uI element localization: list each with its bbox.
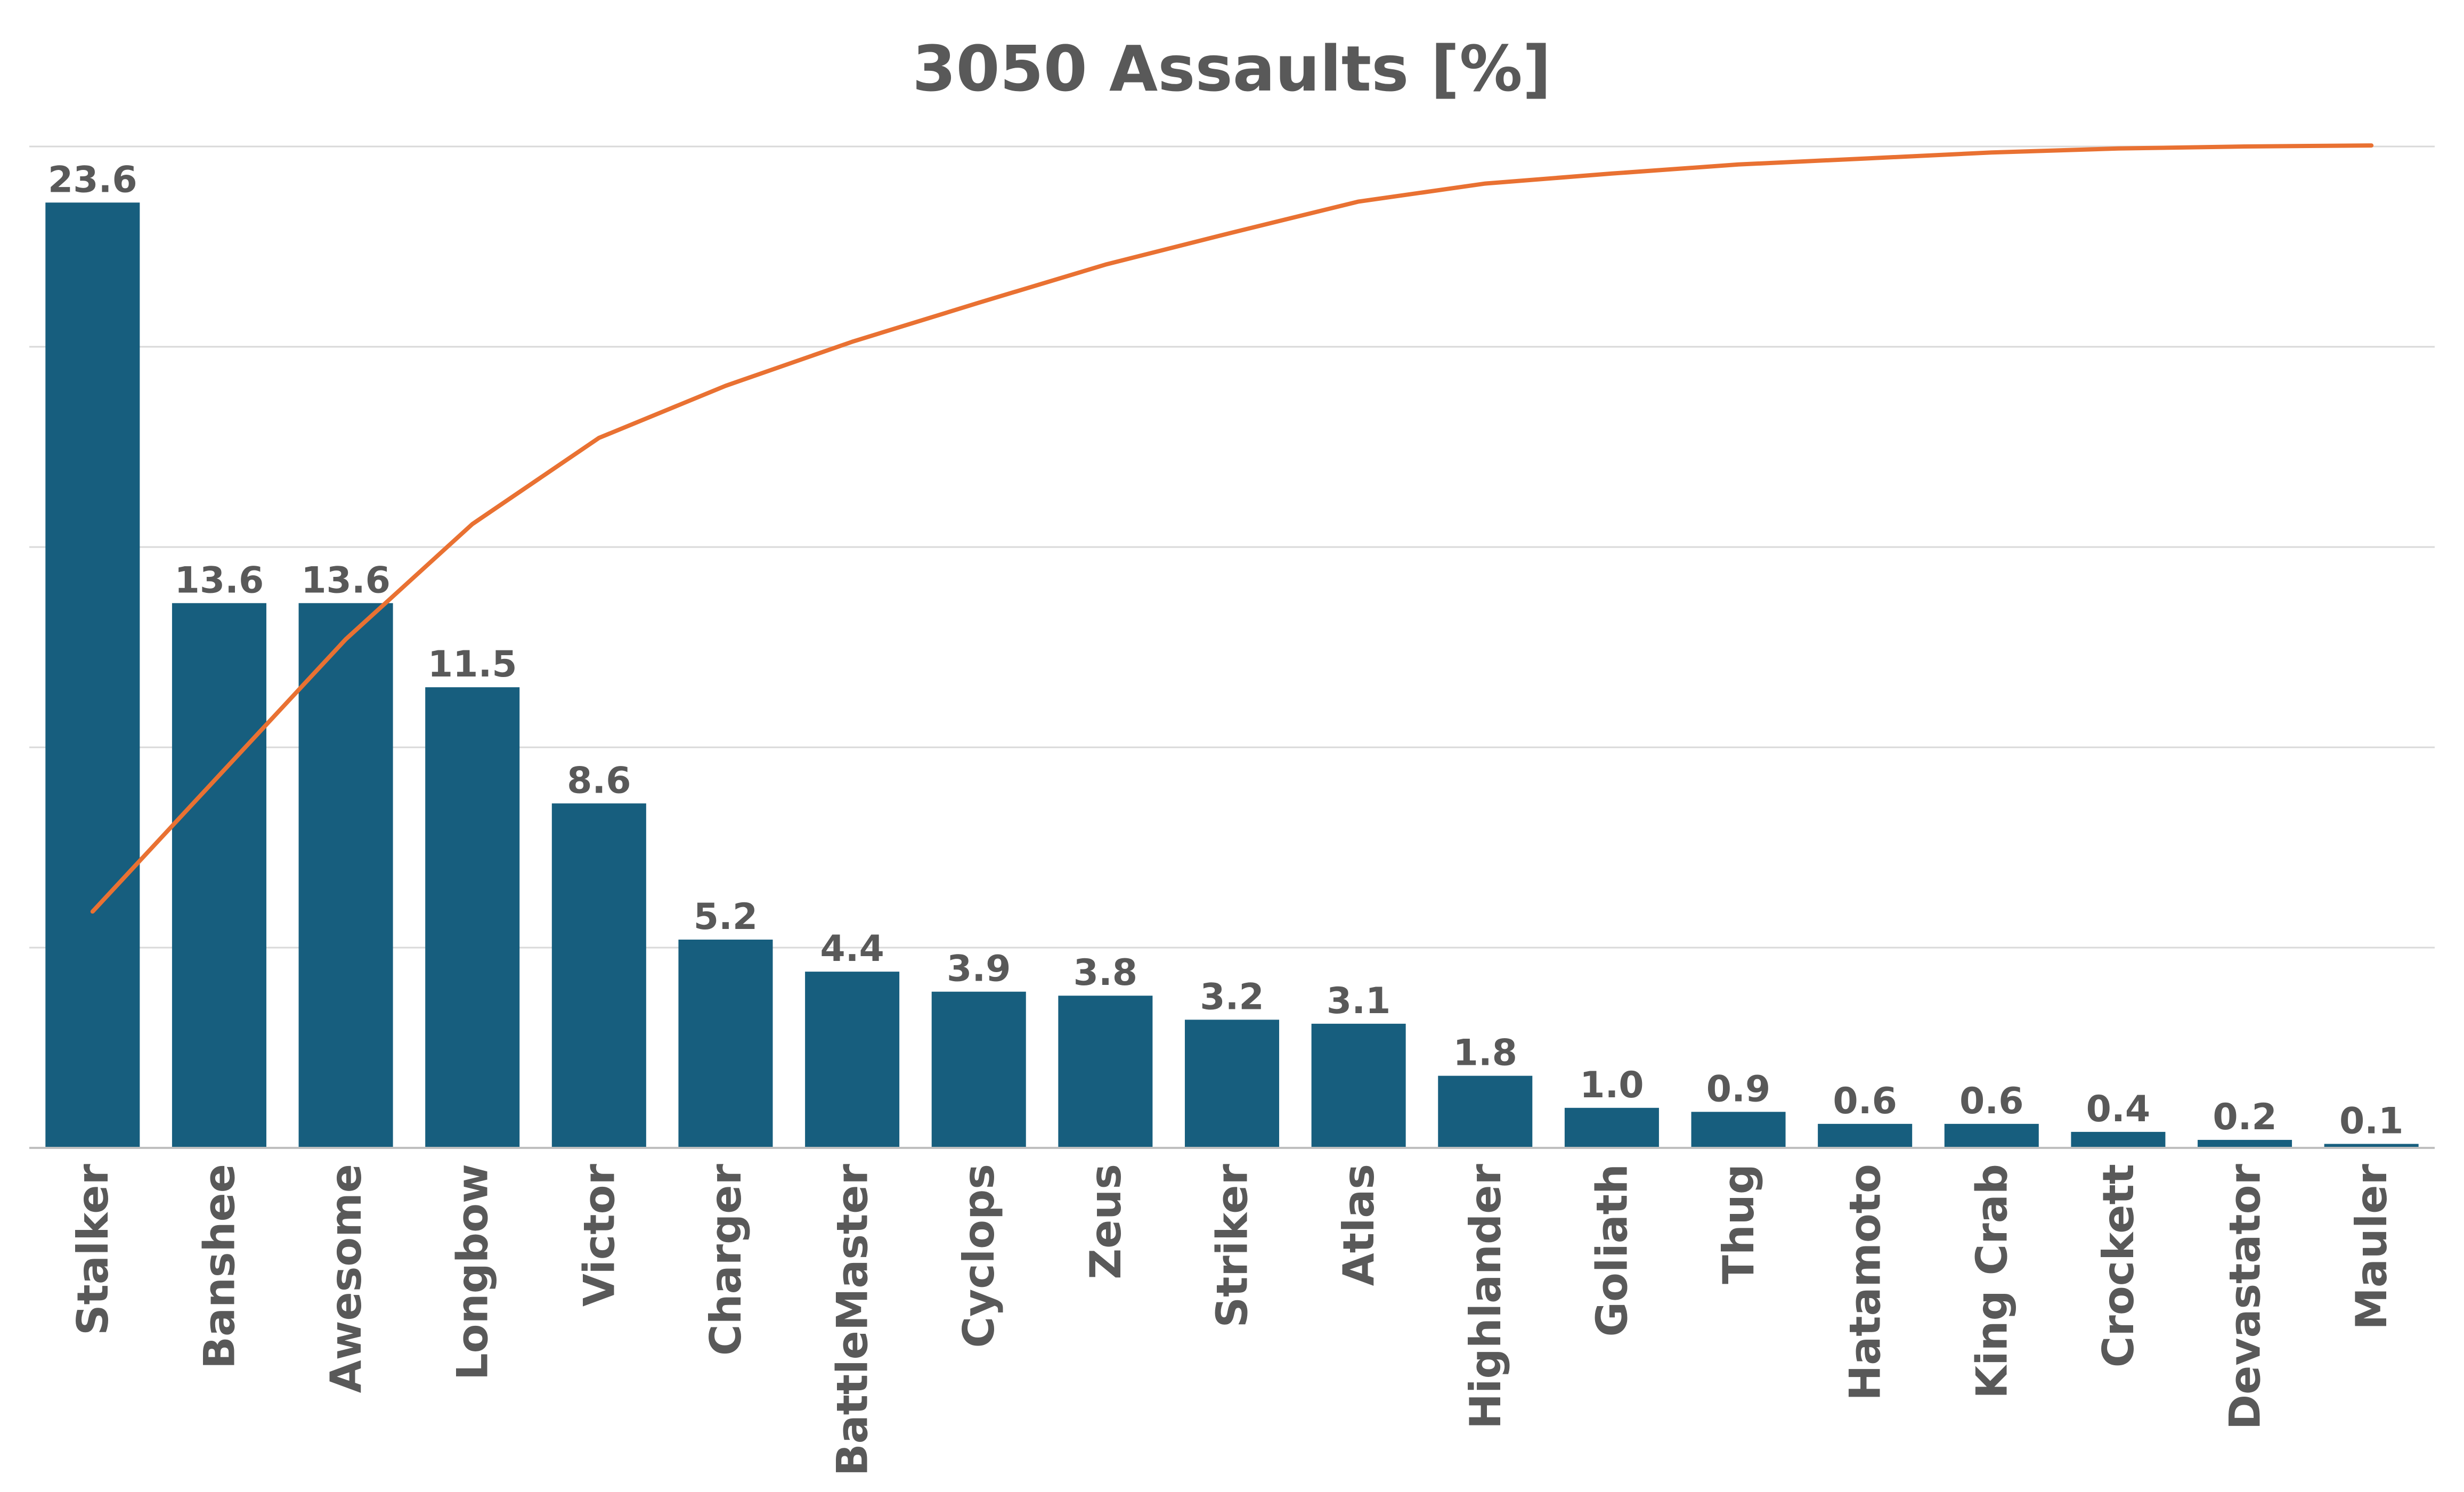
data-label: 3.2 bbox=[1200, 976, 1264, 1018]
bar-zeus bbox=[1058, 996, 1153, 1148]
category-label: Victor bbox=[574, 1163, 624, 1307]
cumulative-line bbox=[90, 143, 2374, 914]
bar-atlas bbox=[1311, 1023, 1406, 1148]
data-label: 4.4 bbox=[820, 928, 884, 970]
data-label: 3.9 bbox=[947, 948, 1011, 990]
category-label: BattleMaster bbox=[828, 1163, 877, 1476]
bar-longbow bbox=[425, 687, 520, 1148]
category-label: Mauler bbox=[2347, 1163, 2396, 1330]
category-label: Cyclops bbox=[954, 1164, 1004, 1348]
category-label: Crockett bbox=[2094, 1164, 2143, 1367]
data-label: 0.6 bbox=[1959, 1080, 2023, 1122]
bar-devastator bbox=[2198, 1139, 2292, 1148]
category-label: Awesome bbox=[321, 1164, 371, 1393]
category-label: Striker bbox=[1208, 1163, 1257, 1327]
category-label: Banshee bbox=[194, 1164, 244, 1369]
bar-awesome bbox=[298, 603, 393, 1148]
bar-king-crab bbox=[1944, 1123, 2039, 1148]
category-label: Atlas bbox=[1334, 1164, 1384, 1286]
data-label: 13.6 bbox=[301, 559, 391, 601]
bar-crockett bbox=[2071, 1131, 2166, 1148]
bar-series bbox=[45, 202, 2419, 1148]
data-label: 13.6 bbox=[175, 559, 264, 601]
bar-stalker bbox=[45, 202, 140, 1148]
data-label: 5.2 bbox=[694, 896, 758, 938]
bar-hatamoto bbox=[1818, 1123, 1913, 1148]
category-label: Goliath bbox=[1587, 1164, 1637, 1337]
category-label: Hatamoto bbox=[1841, 1164, 1890, 1401]
data-label: 11.5 bbox=[428, 643, 517, 686]
category-label: Zeus bbox=[1081, 1164, 1131, 1279]
data-label: 23.6 bbox=[48, 159, 137, 201]
bar-mauler bbox=[2324, 1144, 2419, 1148]
data-labels: 23.6 13.6 13.6 11.5 8.6 5.2 4.4 3.9 3.8 3.2 3.1 1.8… bbox=[48, 159, 2403, 1142]
chart-title: 3050 Assaults [%] bbox=[912, 32, 1551, 105]
category-label: Charger bbox=[701, 1163, 751, 1356]
data-label: 1.8 bbox=[1453, 1032, 1517, 1074]
bar-striker bbox=[1184, 1020, 1280, 1148]
data-label: 0.9 bbox=[1706, 1068, 1770, 1110]
data-label: 8.6 bbox=[567, 760, 631, 802]
category-label: Thug bbox=[1714, 1164, 1763, 1284]
data-label: 0.1 bbox=[2339, 1100, 2403, 1142]
bar-thug bbox=[1691, 1112, 1786, 1148]
data-label: 0.4 bbox=[2086, 1088, 2150, 1130]
data-label: 3.8 bbox=[1074, 952, 1137, 994]
category-label: Devastator bbox=[2221, 1163, 2270, 1430]
bar-banshee bbox=[172, 603, 266, 1148]
bar-battlemaster bbox=[805, 972, 900, 1148]
cumulative-line-series bbox=[90, 143, 2374, 914]
category-label: Longbow bbox=[448, 1164, 498, 1380]
category-label: Highlander bbox=[1461, 1163, 1510, 1429]
category-label: King Crab bbox=[1967, 1164, 2016, 1399]
category-labels: Stalker Banshee Awesome Longbow Victor Charge… bbox=[68, 1163, 2396, 1476]
bar-cyclops bbox=[931, 991, 1026, 1148]
category-label: Stalker bbox=[68, 1163, 118, 1335]
data-label: 1.0 bbox=[1580, 1064, 1644, 1106]
data-label: 0.6 bbox=[1833, 1080, 1897, 1122]
data-label: 3.1 bbox=[1327, 980, 1390, 1022]
data-label: 0.2 bbox=[2213, 1096, 2276, 1138]
bar-goliath bbox=[1564, 1107, 1659, 1148]
bar-victor bbox=[551, 803, 646, 1148]
bar-charger bbox=[678, 939, 773, 1148]
bar-highlander bbox=[1438, 1075, 1533, 1148]
